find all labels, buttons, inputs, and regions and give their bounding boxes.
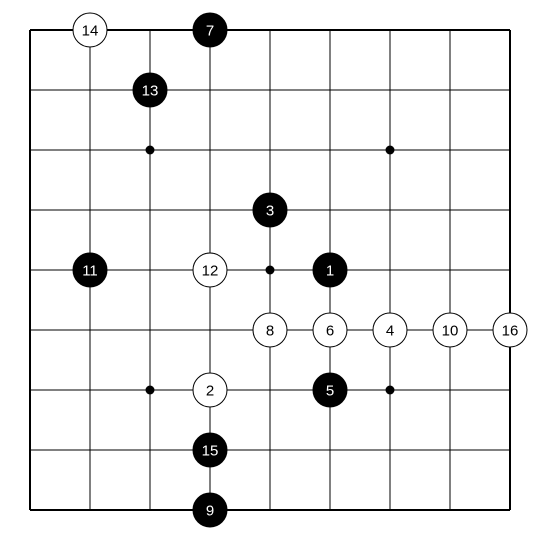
white-stone (72, 12, 108, 48)
black-stone (312, 252, 348, 288)
move-number: 16 (502, 323, 519, 340)
white-stone (252, 312, 288, 348)
white-stone (192, 372, 228, 408)
move-number: 5 (326, 383, 334, 400)
move-number: 2 (206, 383, 214, 400)
stone-5[interactable]: 5 (312, 372, 348, 408)
move-number: 13 (142, 83, 159, 100)
board-grid (29, 29, 511, 511)
black-stone (192, 12, 228, 48)
white-stone (432, 312, 468, 348)
move-number: 8 (266, 323, 274, 340)
black-stone (192, 492, 228, 528)
move-number: 15 (202, 443, 219, 460)
stone-12[interactable]: 12 (192, 252, 228, 288)
stone-9[interactable]: 9 (192, 492, 228, 528)
stone-2[interactable]: 2 (192, 372, 228, 408)
move-number: 1 (326, 263, 334, 280)
move-number: 9 (206, 503, 214, 520)
stone-10[interactable]: 10 (432, 312, 468, 348)
black-stone (192, 432, 228, 468)
stone-15[interactable]: 15 (192, 432, 228, 468)
white-stone (192, 252, 228, 288)
move-number: 4 (386, 323, 394, 340)
star-point (385, 145, 395, 155)
stone-16[interactable]: 16 (492, 312, 528, 348)
white-stone (312, 312, 348, 348)
stone-14[interactable]: 14 (72, 12, 108, 48)
star-points (145, 145, 395, 395)
star-point (145, 385, 155, 395)
move-number: 3 (266, 203, 274, 220)
stone-3[interactable]: 3 (252, 192, 288, 228)
stone-13[interactable]: 13 (132, 72, 168, 108)
move-number: 12 (202, 263, 219, 280)
white-stone (372, 312, 408, 348)
move-number: 7 (206, 23, 214, 40)
star-point (385, 385, 395, 395)
star-point (265, 265, 275, 275)
stone-6[interactable]: 6 (312, 312, 348, 348)
stone-7[interactable]: 7 (192, 12, 228, 48)
black-stone (132, 72, 168, 108)
move-number: 11 (82, 263, 98, 280)
stone-8[interactable]: 8 (252, 312, 288, 348)
move-number: 10 (442, 323, 459, 340)
move-number: 6 (326, 323, 334, 340)
stone-4[interactable]: 4 (372, 312, 408, 348)
star-point (145, 145, 155, 155)
white-stone (492, 312, 528, 348)
move-number: 14 (82, 23, 99, 40)
stone-11[interactable]: 11 (72, 252, 108, 288)
black-stone (312, 372, 348, 408)
black-stone (72, 252, 108, 288)
black-stone (252, 192, 288, 228)
stone-1[interactable]: 1 (312, 252, 348, 288)
